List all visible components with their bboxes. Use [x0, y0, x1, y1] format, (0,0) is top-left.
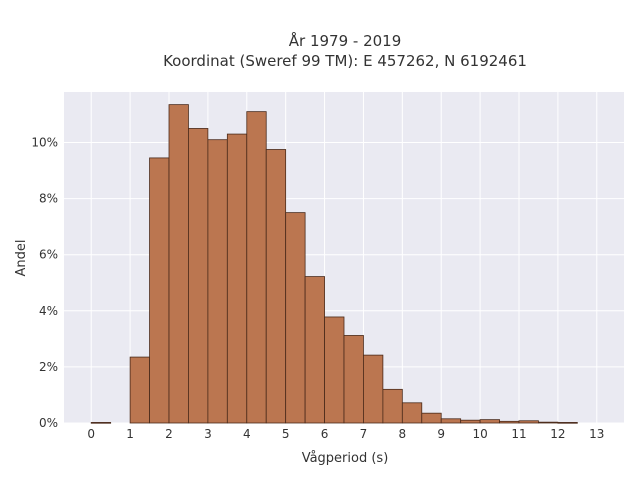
- histogram-bar: [226, 133, 248, 424]
- histogram-bar: [401, 402, 423, 424]
- x-tick-label: 7: [360, 427, 368, 441]
- histogram-bar: [363, 354, 384, 424]
- y-axis-label: Andel: [14, 240, 29, 277]
- histogram-bar: [90, 422, 112, 424]
- x-tick-label: 3: [204, 427, 212, 441]
- histogram-bar: [440, 418, 462, 424]
- y-tick-label: 2%: [39, 360, 58, 374]
- histogram-bar: [421, 412, 442, 424]
- histogram-bar: [538, 421, 559, 424]
- histogram-bar: [149, 157, 170, 424]
- y-tick-label: 8%: [39, 192, 58, 206]
- histogram-bar: [304, 276, 325, 424]
- x-tick-label: 11: [511, 427, 526, 441]
- x-tick-label: 2: [165, 427, 173, 441]
- histogram-bar: [518, 420, 539, 424]
- x-tick-label: 5: [282, 427, 290, 441]
- histogram-bar: [479, 419, 500, 424]
- x-axis-ticks: 0 1 2 3 4 5 6 7 8 9 10 11 12 13: [87, 427, 604, 441]
- histogram-bar: [188, 128, 209, 424]
- histogram-bar: [324, 316, 345, 424]
- x-tick-label: 6: [321, 427, 329, 441]
- x-tick-label: 0: [87, 427, 95, 441]
- x-tick-label: 13: [589, 427, 604, 441]
- histogram-bar: [246, 111, 267, 424]
- chart-title-line-1: År 1979 - 2019: [289, 31, 402, 50]
- chart-title-line-2: Koordinat (Sweref 99 TM): E 457262, N 61…: [163, 52, 527, 70]
- histogram-bar: [129, 356, 150, 424]
- y-tick-label: 6%: [39, 248, 58, 262]
- histogram-bar: [499, 420, 520, 424]
- x-tick-label: 1: [126, 427, 134, 441]
- histogram-bar: [460, 419, 481, 424]
- histogram-bar: [382, 388, 403, 424]
- histogram-bar: [343, 335, 364, 424]
- histogram-bar: [168, 104, 189, 424]
- bars: [90, 104, 578, 424]
- x-tick-label: 4: [243, 427, 251, 441]
- y-axis-ticks: 0% 2% 4% 6% 8% 10%: [31, 135, 58, 430]
- y-tick-label: 0%: [39, 416, 58, 430]
- histogram-bar: [207, 139, 228, 424]
- y-tick-label: 10%: [31, 135, 58, 149]
- x-tick-label: 9: [437, 427, 445, 441]
- histogram-bar: [265, 149, 287, 424]
- histogram-bar: [285, 212, 306, 424]
- x-tick-label: 12: [550, 427, 565, 441]
- x-tick-label: 8: [399, 427, 407, 441]
- y-tick-label: 4%: [39, 304, 58, 318]
- histogram-bar: [557, 422, 578, 424]
- x-axis-label: Vågperiod (s): [302, 451, 389, 466]
- x-tick-label: 10: [472, 427, 487, 441]
